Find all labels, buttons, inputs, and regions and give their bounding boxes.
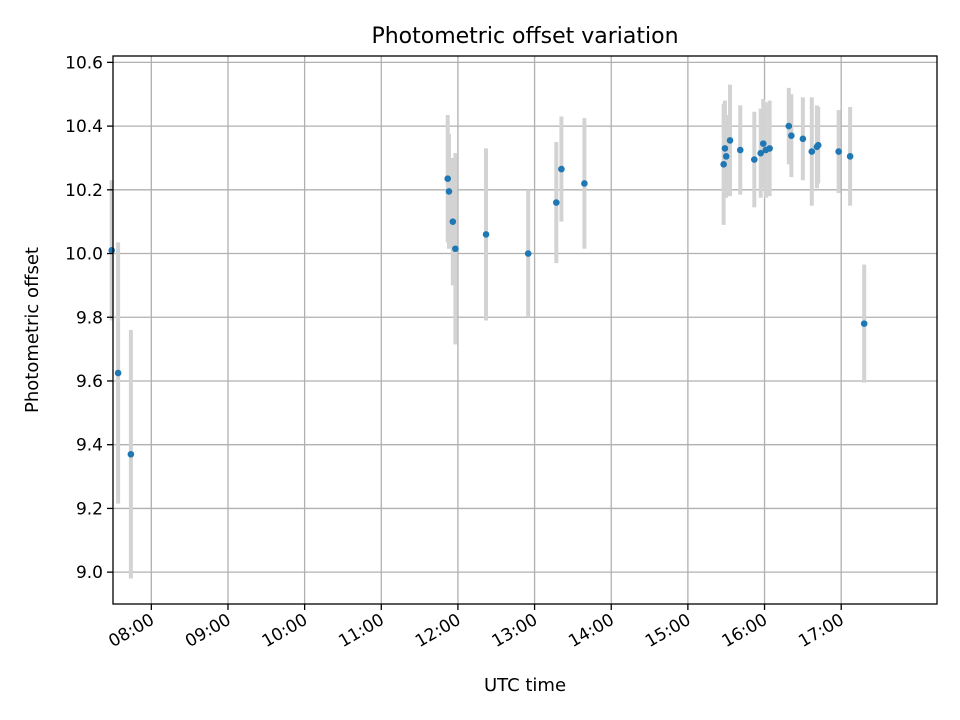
data-point xyxy=(524,250,532,257)
y-tick-label: 10.4 xyxy=(65,117,103,137)
data-point xyxy=(444,175,452,182)
x-tick-label: 14:00 xyxy=(565,610,617,652)
data-point xyxy=(757,149,765,157)
y-axis-ticks: 9.0 9.2 9.4 9.6 9.8 10.0 10.2 10.4 10.6 xyxy=(65,53,113,583)
data-point xyxy=(846,153,854,160)
data-point xyxy=(766,145,773,152)
data-point xyxy=(722,153,730,160)
data-points xyxy=(108,122,868,458)
data-point xyxy=(482,231,490,238)
data-point xyxy=(751,156,758,163)
data-point xyxy=(835,148,842,155)
grid xyxy=(113,56,937,604)
data-point xyxy=(759,140,767,147)
plot-frame xyxy=(112,55,938,605)
y-tick-label: 9.4 xyxy=(76,436,103,456)
data-point xyxy=(808,148,816,155)
x-tick-label: 15:00 xyxy=(642,610,694,652)
x-axis-label: UTC time xyxy=(484,675,566,696)
data-point xyxy=(127,450,135,458)
data-point xyxy=(721,145,729,152)
y-tick-label: 10.2 xyxy=(65,181,103,201)
x-tick-label: 11:00 xyxy=(335,610,387,652)
chart-title: Photometric offset variation xyxy=(371,24,678,49)
x-tick-label: 08:00 xyxy=(105,610,157,652)
data-point xyxy=(581,180,588,187)
data-point xyxy=(814,141,822,149)
data-point xyxy=(108,247,116,254)
data-point xyxy=(445,188,453,195)
data-point xyxy=(785,122,793,130)
data-point xyxy=(558,165,565,173)
data-point xyxy=(788,132,795,139)
data-point xyxy=(114,369,122,377)
x-tick-label: 13:00 xyxy=(489,610,541,652)
y-tick-label: 9.6 xyxy=(76,372,103,392)
x-tick-label: 09:00 xyxy=(182,610,234,652)
data-point xyxy=(726,137,734,144)
data-point xyxy=(552,199,560,206)
data-point xyxy=(720,161,727,168)
x-tick-label: 16:00 xyxy=(719,610,771,652)
data-point xyxy=(799,135,807,143)
y-tick-label: 9.8 xyxy=(76,308,103,328)
y-tick-label: 10.6 xyxy=(65,53,103,73)
data-point xyxy=(860,320,868,327)
y-tick-label: 10.0 xyxy=(65,245,103,265)
x-tick-label: 10:00 xyxy=(259,610,311,652)
y-tick-label: 9.0 xyxy=(76,563,103,583)
y-tick-label: 9.2 xyxy=(76,499,103,519)
x-axis-ticks: 08:00 09:00 10:00 11:00 12:00 13:00 14:00 15:00… xyxy=(105,604,848,652)
data-point xyxy=(449,218,457,225)
data-point xyxy=(736,146,744,154)
x-tick-label: 12:00 xyxy=(412,610,464,652)
data-point xyxy=(452,245,459,253)
x-tick-label: 17:00 xyxy=(795,610,847,652)
y-axis-label: Photometric offset xyxy=(22,247,43,413)
